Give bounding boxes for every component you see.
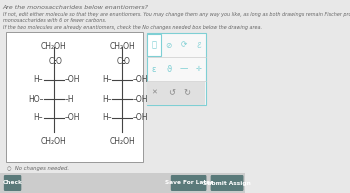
Text: –OH: –OH: [64, 113, 80, 123]
Text: ✛: ✛: [196, 66, 202, 72]
Text: ✕: ✕: [151, 90, 157, 96]
Text: monosaccharides with 6 or fewer carbons.: monosaccharides with 6 or fewer carbons.: [3, 18, 106, 23]
Text: ○  No changes needed.: ○ No changes needed.: [7, 166, 69, 171]
Text: ↺: ↺: [168, 89, 175, 97]
Text: If the two molecules are already enantiomers, check the No changes needed box be: If the two molecules are already enantio…: [3, 25, 262, 30]
Text: ⟳: ⟳: [181, 41, 187, 49]
Text: O: O: [124, 58, 130, 67]
Bar: [0, 173, 245, 193]
Text: CH₂OH: CH₂OH: [110, 137, 135, 146]
Text: ϑ: ϑ: [166, 64, 172, 74]
Text: CH₂OH: CH₂OH: [41, 137, 66, 146]
Text: If not, edit either molecule so that they are enantiomers. You may change them a: If not, edit either molecule so that the…: [3, 12, 350, 17]
Text: H–: H–: [34, 113, 43, 123]
Text: ⊘: ⊘: [166, 41, 172, 49]
FancyBboxPatch shape: [171, 175, 206, 191]
Text: CH₂OH: CH₂OH: [41, 42, 66, 51]
Text: ↻: ↻: [183, 89, 190, 97]
Text: Save For Later: Save For Later: [164, 180, 213, 185]
Bar: [147, 81, 205, 104]
Text: ℰ: ℰ: [196, 41, 201, 49]
Text: CH₂OH: CH₂OH: [110, 42, 135, 51]
FancyBboxPatch shape: [211, 175, 244, 191]
Bar: [147, 34, 161, 56]
Text: —: —: [180, 64, 188, 74]
Text: –OH: –OH: [133, 95, 148, 103]
Text: C: C: [49, 58, 54, 67]
Text: Are the monosaccharides below enantiomers?: Are the monosaccharides below enantiomer…: [3, 5, 149, 10]
Text: H–: H–: [102, 75, 112, 85]
Text: HO–: HO–: [28, 95, 43, 103]
Text: H–: H–: [102, 95, 112, 103]
Bar: [147, 33, 206, 105]
FancyBboxPatch shape: [4, 175, 21, 191]
Text: H–: H–: [102, 113, 112, 123]
Text: ε: ε: [152, 64, 156, 74]
Text: Submit Assign: Submit Assign: [203, 180, 251, 185]
Text: H–: H–: [34, 75, 43, 85]
Text: –H: –H: [64, 95, 74, 103]
Text: C: C: [117, 58, 122, 67]
Text: Check: Check: [2, 180, 23, 185]
Text: –OH: –OH: [133, 113, 148, 123]
Text: –OH: –OH: [133, 75, 148, 85]
Text: 🖊: 🖊: [152, 41, 157, 49]
Bar: [6, 32, 142, 162]
Text: O: O: [55, 58, 61, 67]
Text: –OH: –OH: [64, 75, 80, 85]
